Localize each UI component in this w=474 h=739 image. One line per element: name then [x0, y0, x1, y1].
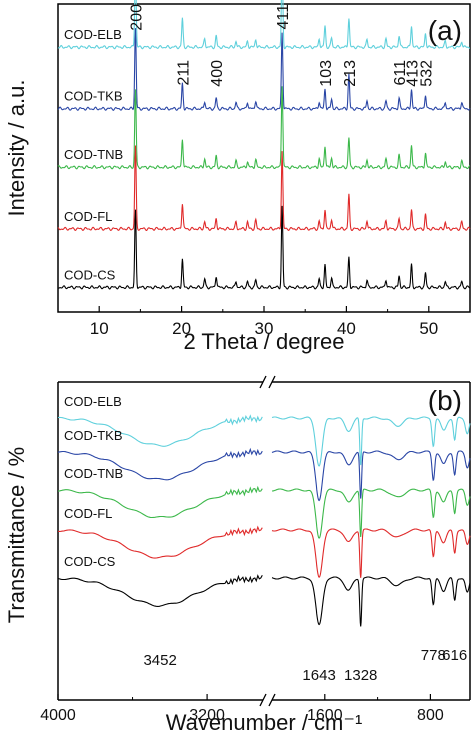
- panel-a-series-label: COD-CS: [64, 267, 116, 282]
- panel-b-series-label: COD-ELB: [64, 394, 122, 409]
- panel-a-series-labels: COD-ELB COD-TKB COD-TNB COD-FL COD-CS: [64, 27, 123, 282]
- panel-b-series-line-cod-cs: [57, 574, 263, 607]
- panel-a-series-line-cod-fl: [57, 145, 471, 232]
- panel-b-x-tick-label: 4000: [40, 707, 76, 724]
- panel-a-x-tick-label: 40: [337, 319, 356, 338]
- panel-a-x-axis-title: 2 Theta / degree: [183, 329, 344, 354]
- panel-b-series-line-cod-elb: [271, 416, 471, 467]
- panel-a-series-label: COD-ELB: [64, 27, 122, 42]
- panel-b-series-label: COD-TKB: [64, 428, 123, 443]
- panel-a-series-line-cod-elb: [57, 0, 470, 50]
- panel-b-series-line-cod-elb: [57, 414, 263, 447]
- panel-b-series-line-cod-tkb: [271, 450, 471, 502]
- panel-b-peak-label: 3452: [143, 652, 176, 669]
- panel-a-peak-label: 213: [342, 60, 359, 87]
- panel-b-peak-label: 1643: [302, 667, 335, 684]
- panel-b-axis-break-mark: [268, 375, 276, 389]
- panel-b-peak-label: 616: [442, 647, 467, 664]
- panel-a-peak-label: 400: [209, 60, 226, 87]
- panel-b-series-line-cod-fl: [271, 528, 471, 578]
- panel-b-peak-label: 778: [421, 647, 446, 664]
- panel-a-peak-label: 532: [419, 60, 436, 87]
- panel-a-series-label: COD-TNB: [64, 147, 123, 162]
- panel-b-series-line-cod-tkb: [57, 447, 263, 481]
- panel-b-peak-label: 1328: [344, 667, 377, 684]
- panel-b-x-axis-title: Wavenumber / cm⁻¹: [166, 710, 363, 735]
- panel-b-series-label: COD-FL: [64, 506, 112, 521]
- panel-a-series: [57, 0, 471, 290]
- panel-a-peak-label: 611: [392, 60, 409, 86]
- panel-a-peak-label: 211: [175, 60, 192, 86]
- panel-b-x-ticks: 4000 3200 1600 800: [40, 694, 444, 724]
- panel-b-series: [57, 414, 471, 627]
- panel-a-x-ticks: 10 20 30 40 50: [57, 306, 471, 338]
- panel-b-axis-break-mark: [259, 693, 267, 707]
- panel-a-x-tick-label: 50: [419, 319, 438, 338]
- panel-b-series-line-cod-tnb: [272, 488, 471, 539]
- panel-a-series-label: COD-TKB: [64, 89, 123, 104]
- panel-b-x-tick-label: 800: [417, 707, 444, 724]
- panel-b-series-line-cod-tnb: [57, 485, 263, 519]
- panel-b-x-tick-label: 1600: [307, 707, 343, 724]
- panel-a-label: (a): [428, 15, 462, 46]
- panel-a-peak-label: 103: [318, 60, 335, 87]
- panel-b-axis-break-mark: [259, 375, 267, 389]
- panel-b-x-tick-label: 3200: [189, 707, 225, 724]
- panel-b-series-line-cod-cs: [271, 576, 471, 627]
- panel-a-peak-label: 200: [128, 4, 145, 31]
- panel-b-y-axis-title: Transmittance / %: [4, 447, 29, 623]
- panel-a-peak-label: 411: [275, 4, 292, 30]
- panel-a-peak-label: 413: [404, 60, 421, 87]
- panel-a-y-axis-title: Intensity / a.u.: [4, 80, 29, 217]
- panel-b-series-labels: COD-ELB COD-TKB COD-TNB COD-FL COD-CS: [64, 394, 123, 569]
- panel-a-x-tick-label: 10: [90, 319, 109, 338]
- panel-b-frame: [57, 375, 471, 707]
- panel-b-series-label: COD-TNB: [64, 466, 123, 481]
- panel-a-series-label: COD-FL: [64, 209, 112, 224]
- panel-b-axis-break-mark: [268, 693, 276, 707]
- panel-b-series-line-cod-fl: [57, 525, 263, 559]
- panel-a-series-line-cod-tnb: [57, 86, 471, 170]
- panel-a-series-line-cod-tkb: [57, 28, 471, 111]
- panel-b-label: (b): [428, 385, 462, 416]
- panel-a-series-line-cod-cs: [57, 205, 470, 290]
- panel-a-x-tick-label: 20: [172, 319, 191, 338]
- panel-b-series-label: COD-CS: [64, 554, 116, 569]
- panel-a-x-tick-label: 30: [255, 319, 274, 338]
